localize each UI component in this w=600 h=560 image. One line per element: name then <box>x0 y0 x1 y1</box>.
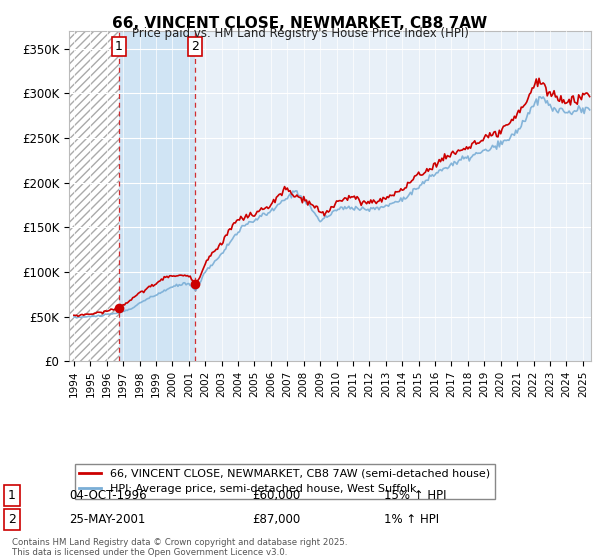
Text: Contains HM Land Registry data © Crown copyright and database right 2025.
This d: Contains HM Land Registry data © Crown c… <box>12 538 347 557</box>
Text: £87,000: £87,000 <box>252 513 300 526</box>
Text: 66, VINCENT CLOSE, NEWMARKET, CB8 7AW: 66, VINCENT CLOSE, NEWMARKET, CB8 7AW <box>112 16 488 31</box>
Text: 2: 2 <box>191 40 199 53</box>
Text: 04-OCT-1996: 04-OCT-1996 <box>69 489 146 502</box>
Bar <box>69 31 119 361</box>
Text: 2: 2 <box>8 513 16 526</box>
Legend: 66, VINCENT CLOSE, NEWMARKET, CB8 7AW (semi-detached house), HPI: Average price,: 66, VINCENT CLOSE, NEWMARKET, CB8 7AW (s… <box>74 464 494 498</box>
Text: 15% ↑ HPI: 15% ↑ HPI <box>384 489 446 502</box>
Text: 1: 1 <box>115 40 123 53</box>
Bar <box>119 31 195 361</box>
Text: £60,000: £60,000 <box>252 489 300 502</box>
Text: 1: 1 <box>8 489 16 502</box>
Text: 1% ↑ HPI: 1% ↑ HPI <box>384 513 439 526</box>
Text: 25-MAY-2001: 25-MAY-2001 <box>69 513 145 526</box>
Text: Price paid vs. HM Land Registry's House Price Index (HPI): Price paid vs. HM Land Registry's House … <box>131 27 469 40</box>
